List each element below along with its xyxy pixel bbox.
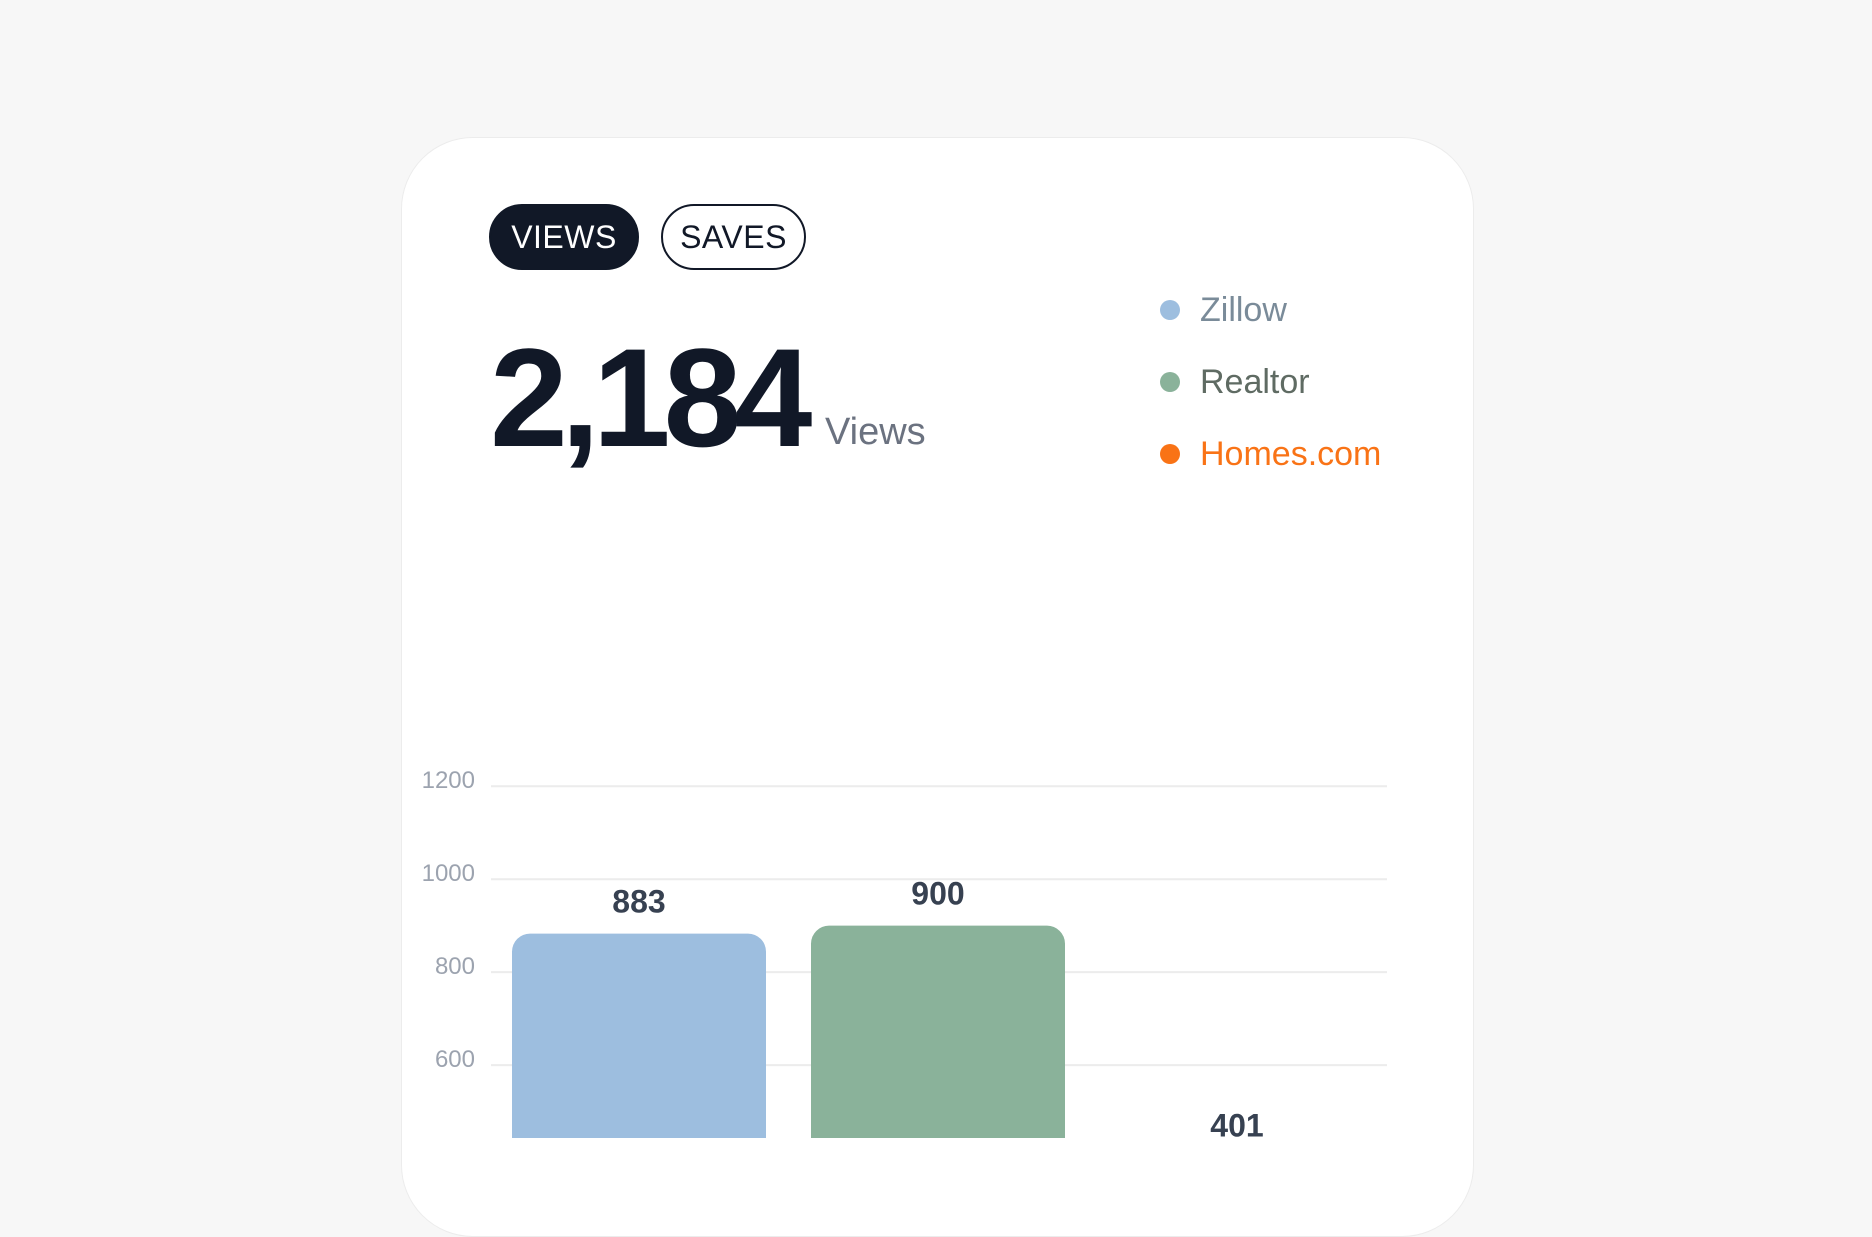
views-chart-card: VIEWS SAVES 2,184 Views Zillow Realtor H… [401, 137, 1474, 1237]
y-tick-label-800: 800 [435, 953, 475, 980]
tab-views[interactable]: VIEWS [489, 204, 639, 270]
y-tick-label-1200: 1200 [422, 767, 475, 794]
legend-item-realtor: Realtor [1160, 365, 1310, 399]
legend-item-homes: Homes.com [1160, 437, 1381, 471]
total-views-unit: Views [825, 411, 926, 453]
legend-dot-zillow [1160, 300, 1180, 320]
legend-label-homes: Homes.com [1200, 435, 1382, 473]
y-tick-label-1000: 1000 [422, 860, 475, 887]
legend-dot-homes [1160, 444, 1180, 464]
bar-zillow [512, 933, 766, 1138]
bar-chart: 20040060080010001200883900401 [422, 767, 1387, 1138]
legend-label-realtor: Realtor [1200, 363, 1310, 401]
legend-dot-realtor [1160, 372, 1180, 392]
bar-realtor [811, 925, 1065, 1138]
total-views-value: 2,184 [490, 319, 812, 476]
legend-label-zillow: Zillow [1200, 291, 1287, 329]
bar-value-label-realtor: 900 [911, 876, 964, 912]
bar-value-label-zillow: 883 [612, 884, 665, 920]
legend-item-zillow: Zillow [1160, 293, 1287, 327]
y-tick-label-600: 600 [435, 1046, 475, 1073]
bar-value-label-homes-com: 401 [1210, 1108, 1263, 1138]
tab-saves[interactable]: SAVES [661, 204, 806, 270]
